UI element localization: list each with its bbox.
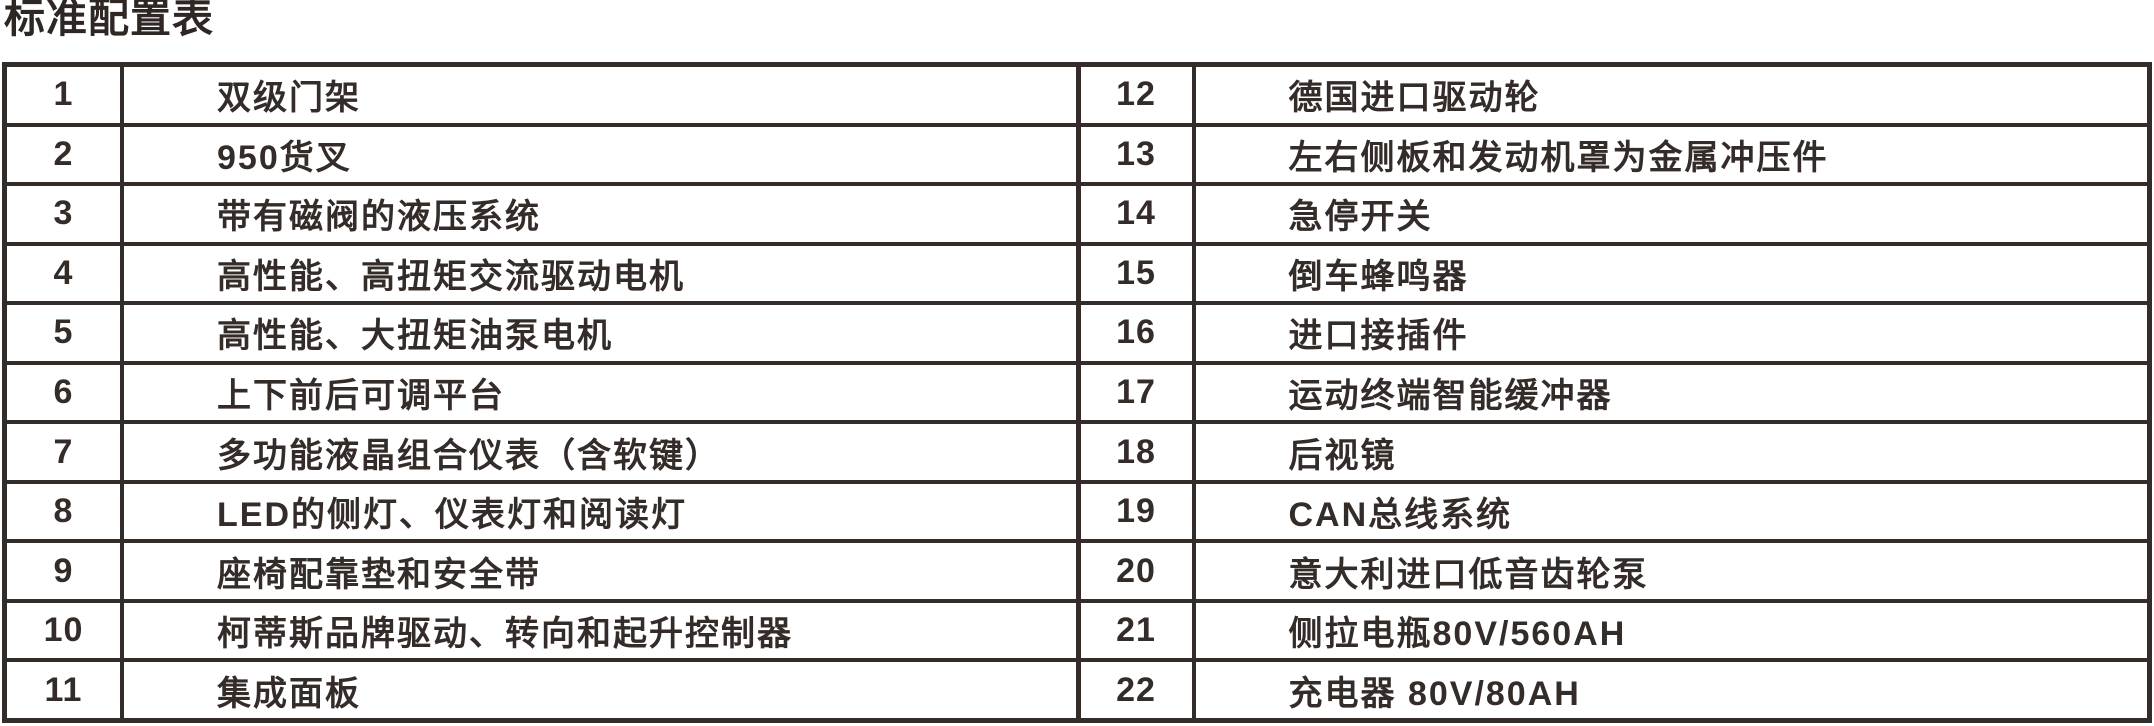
item-text: 座椅配靠垫和安全带	[120, 543, 1076, 599]
item-number: 7	[53, 432, 74, 471]
item-text: 侧拉电瓶80V/560AH	[1191, 602, 2148, 659]
item-text: 德国进口驱动轮	[1191, 67, 2148, 123]
table-row: 1 双级门架 12 德国进口驱动轮	[7, 67, 2147, 123]
item-text: 充电器 80V/80AH	[1191, 662, 2148, 719]
item-text: LED的侧灯、仪表灯和阅读灯	[120, 483, 1076, 540]
item-number: 1	[53, 75, 74, 114]
item-number: 3	[53, 194, 74, 233]
page-title: 标准配置表	[4, 0, 214, 41]
item-number: 12	[1075, 67, 1192, 123]
table-row: 6 上下前后可调平台 17 运动终端智能缓冲器	[7, 360, 2148, 421]
item-text: CAN总线系统	[1191, 483, 2148, 540]
item-number: 8	[53, 492, 74, 531]
item-text: 进口接插件	[1191, 305, 2148, 361]
table-row: 5 高性能、大扭矩油泵电机 16 进口接插件	[7, 301, 2147, 361]
item-text: 高性能、高扭矩交流驱动电机	[120, 245, 1076, 302]
item-text: 急停开关	[1191, 186, 2148, 242]
item-text: 倒车蜂鸣器	[1191, 245, 2148, 302]
item-text: 950货叉	[120, 126, 1076, 183]
item-text: 上下前后可调平台	[120, 364, 1076, 421]
table-row: 8 LED的侧灯、仪表灯和阅读灯 19 CAN总线系统	[7, 479, 2148, 540]
item-number: 5	[53, 313, 74, 352]
item-number: 9	[53, 551, 74, 590]
item-number: 17	[1075, 364, 1192, 421]
item-number: 14	[1075, 186, 1192, 242]
item-text: 带有磁阀的液压系统	[120, 186, 1076, 242]
item-number: 6	[53, 373, 74, 411]
item-text: 柯蒂斯品牌驱动、转向和起升控制器	[120, 602, 1076, 659]
item-number: 19	[1075, 483, 1192, 540]
item-text: 后视镜	[1191, 424, 2148, 480]
item-text: 集成面板	[120, 662, 1076, 719]
item-number: 13	[1075, 126, 1192, 183]
item-number: 2	[53, 134, 74, 173]
table-row: 11 集成面板 22 充电器 80V/80AH	[7, 658, 2148, 719]
item-number: 22	[1075, 662, 1192, 719]
table-row: 7 多功能液晶组合仪表（含软键） 18 后视镜	[7, 420, 2147, 480]
item-text: 高性能、大扭矩油泵电机	[120, 305, 1076, 361]
table-row: 4 高性能、高扭矩交流驱动电机 15 倒车蜂鸣器	[7, 241, 2148, 302]
item-text: 双级门架	[120, 67, 1076, 123]
item-number: 10	[43, 611, 84, 650]
table-row: 10 柯蒂斯品牌驱动、转向和起升控制器 21 侧拉电瓶80V/560AH	[7, 598, 2148, 659]
item-number: 18	[1075, 424, 1192, 480]
item-number: 11	[44, 670, 83, 709]
item-text: 意大利进口低音齿轮泵	[1191, 543, 2148, 599]
standard-config-table: 1 双级门架 12 德国进口驱动轮 2 950货叉 13 左右侧板和发动机罩为金…	[2, 62, 2152, 723]
item-number: 15	[1075, 245, 1192, 302]
item-number: 4	[53, 253, 74, 292]
table-row: 3 带有磁阀的液压系统 14 急停开关	[7, 182, 2147, 242]
item-number: 20	[1075, 543, 1192, 599]
item-text: 运动终端智能缓冲器	[1191, 364, 2148, 421]
table-row: 2 950货叉 13 左右侧板和发动机罩为金属冲压件	[7, 122, 2148, 183]
table-row: 9 座椅配靠垫和安全带 20 意大利进口低音齿轮泵	[7, 539, 2147, 599]
item-text: 左右侧板和发动机罩为金属冲压件	[1191, 126, 2148, 183]
item-number: 21	[1075, 602, 1192, 659]
item-number: 16	[1075, 305, 1192, 361]
item-text: 多功能液晶组合仪表（含软键）	[120, 424, 1076, 480]
